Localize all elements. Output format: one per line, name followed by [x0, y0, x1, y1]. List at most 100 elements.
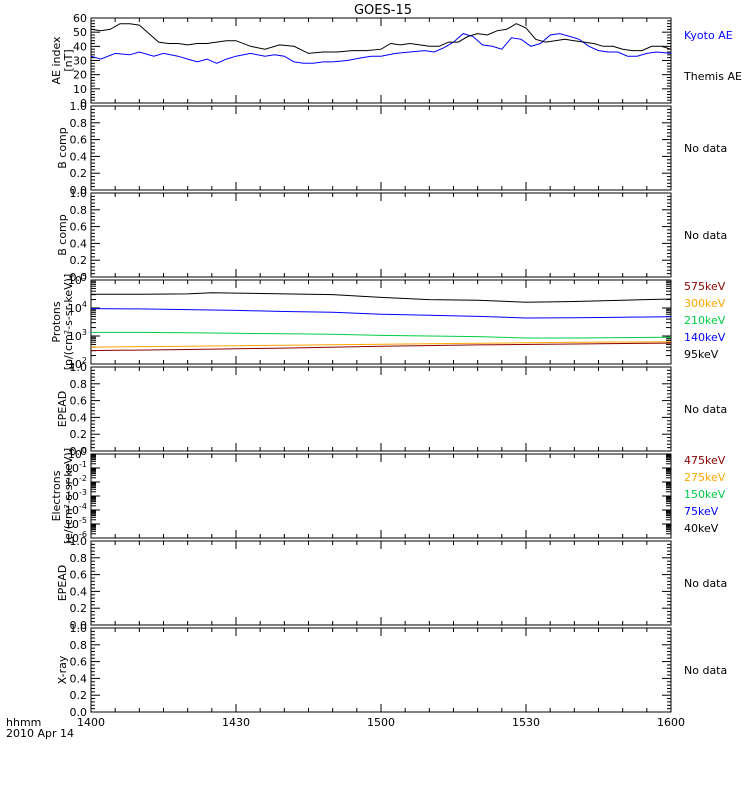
y-tick-label: 1.0	[70, 622, 88, 635]
y-tick-label: 0.8	[70, 204, 88, 217]
legend-entry: Themis AE	[683, 70, 742, 83]
y-tick-label: 10-2	[65, 474, 87, 489]
y-tick-label: 104	[68, 300, 87, 315]
y-tick-label: 0.8	[70, 552, 88, 565]
y-tick-label: 60	[73, 12, 87, 25]
series-line-95kev	[91, 292, 672, 303]
x-tick-label: 1600	[657, 716, 685, 729]
y-tick-label: 1.0	[70, 187, 88, 200]
date-label: 2010 Apr 14	[6, 727, 74, 740]
y-axis-label: B comp	[56, 214, 69, 256]
y-tick-label: 0.6	[70, 221, 88, 234]
series-line-300kev	[90, 341, 672, 348]
panel-frame	[90, 540, 672, 626]
series-line-themis-ae	[90, 23, 672, 54]
y-tick-label: 0.2	[70, 167, 88, 180]
y-tick-label: 0.0	[70, 706, 88, 719]
legend-entry: 150keV	[684, 488, 726, 501]
legend-entry: 300keV	[684, 297, 726, 310]
y-tick-label: 0.8	[70, 639, 88, 652]
x-tick-label: 1430	[222, 716, 250, 729]
y-tick-label: 0.6	[70, 395, 88, 408]
y-axis-label: Electrons	[50, 470, 63, 521]
no-data-label: No data	[684, 403, 727, 416]
series-line-210kev	[91, 331, 672, 339]
legend-entry: 75keV	[684, 505, 719, 518]
y-tick-label: 20	[73, 69, 87, 82]
y-axis-unit: [nT]	[62, 49, 75, 71]
no-data-label: No data	[684, 229, 727, 242]
panel-frame	[90, 366, 672, 452]
series-line-140kev	[90, 308, 672, 319]
legend-entry: 95keV	[684, 348, 719, 361]
no-data-label: No data	[684, 142, 727, 155]
y-tick-label: 50	[73, 26, 87, 39]
series-line-kyoto-ae	[90, 33, 672, 64]
y-axis-label: EPEAD	[56, 565, 69, 602]
x-tick-label: 1530	[512, 716, 540, 729]
x-tick-label: 1400	[77, 716, 105, 729]
y-axis-label: EPEAD	[56, 391, 69, 428]
legend-entry: 575keV	[684, 280, 726, 293]
y-tick-label: 10	[73, 83, 87, 96]
y-tick-label: 1.0	[70, 361, 88, 374]
y-tick-label: 0.0	[70, 619, 88, 632]
y-axis-unit: [e/(cm²-s-sr-keV)]	[62, 448, 75, 544]
y-tick-label: 0	[80, 97, 87, 110]
y-tick-label: 1.0	[70, 100, 88, 113]
panel-protons: 102 103 104 105 Protons [p/(cm²-s-sr-keV)] 575…	[50, 272, 726, 371]
y-axis-label: X-ray	[56, 655, 69, 684]
y-tick-label: 103	[68, 328, 87, 343]
y-tick-label: 1.0	[70, 535, 88, 548]
y-tick-label: 0.2	[70, 602, 88, 615]
series-line-575kev	[90, 342, 672, 352]
y-tick-label: 0.2	[70, 428, 88, 441]
time-axis-label: hhmm	[6, 716, 41, 729]
panel-epead2: 0.0 0.2 0.4 0.6 0.8 1.0 EPEAD No data	[56, 535, 727, 632]
y-tick-label: 100	[68, 446, 87, 461]
y-tick-label: 0.8	[70, 117, 88, 130]
legend-entry: Kyoto AE	[684, 29, 733, 42]
y-tick-label: 30	[73, 55, 87, 68]
panel-frame	[90, 279, 672, 365]
y-axis-label: AE index	[50, 36, 63, 85]
no-data-label: No data	[684, 577, 727, 590]
legend-entry: 140keV	[684, 331, 726, 344]
y-tick-label: 102	[68, 356, 87, 371]
y-axis-label: Protons	[50, 301, 63, 342]
y-axis-label: B comp	[56, 127, 69, 169]
y-tick-label: 0.0	[70, 271, 88, 284]
panel-epead1: 0.0 0.2 0.4 0.6 0.8 1.0 EPEAD No data	[56, 361, 727, 458]
y-tick-label: 0.6	[70, 569, 88, 582]
y-tick-label: 10-4	[65, 502, 87, 517]
panel-xray: 0.0 0.2 0.4 0.6 0.8 1.0 X-ray No data	[56, 622, 727, 719]
y-tick-label: 40	[73, 40, 87, 53]
x-axis: 1400 1430 1500 1530 1600	[77, 716, 685, 729]
figure-title: GOES-15	[354, 3, 412, 18]
panel-frame	[90, 17, 672, 104]
y-axis-unit: [p/(cm²-s-sr-keV)]	[62, 274, 75, 371]
panel-frame	[90, 105, 672, 191]
panel-frame	[90, 627, 672, 713]
legend-entry: 40keV	[684, 522, 719, 535]
y-tick-label: 10-5	[65, 516, 87, 531]
y-tick-label: 0.6	[70, 134, 88, 147]
y-tick-label: 0.6	[70, 656, 88, 669]
legend-entry: 210keV	[684, 314, 726, 327]
panel-b2: 0.0 0.2 0.4 0.6 0.8 1.0 B comp No data	[56, 187, 727, 284]
y-tick-label: 0.4	[70, 672, 88, 685]
y-tick-label: 0.0	[70, 445, 88, 458]
y-tick-label: 10-3	[65, 488, 87, 503]
y-tick-label: 0.2	[70, 689, 88, 702]
y-tick-label: 105	[68, 272, 87, 287]
y-tick-label: 0.4	[70, 237, 88, 250]
x-tick-label: 1500	[367, 716, 395, 729]
y-tick-label: 0.4	[70, 585, 88, 598]
y-tick-label: 0.8	[70, 378, 88, 391]
legend-entry: 475keV	[684, 454, 726, 467]
y-tick-label: 0.4	[70, 150, 88, 163]
y-tick-label: 0.4	[70, 411, 88, 424]
